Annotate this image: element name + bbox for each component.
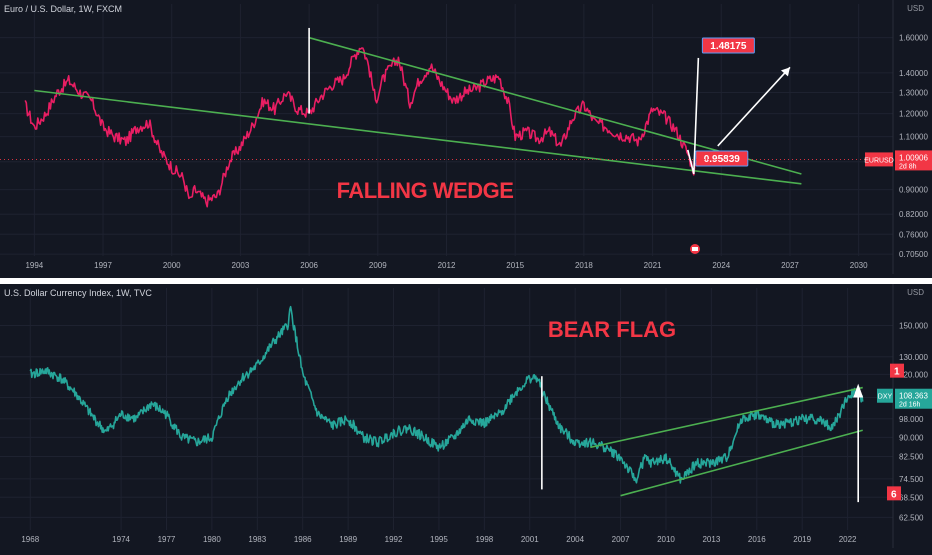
dxy-x-tick-label: 1989 xyxy=(339,535,357,544)
eurusd-callout-high: 1.48175 xyxy=(710,41,747,52)
dxy-price-tag-bg xyxy=(895,388,932,409)
eurusd-x-tick-label: 2003 xyxy=(232,261,250,270)
dxy-symbol-tag-bg xyxy=(877,388,893,403)
eurusd-x-tick-label: 2021 xyxy=(644,261,662,270)
eurusd-symbol-tag: EURUSD xyxy=(864,157,894,164)
eurusd-price-tag-bg xyxy=(895,150,932,171)
dxy-arrow-head xyxy=(853,383,864,398)
eurusd-price-tag-time: 2d 8h xyxy=(899,163,917,170)
dxy-y-tick-label: 98.000 xyxy=(899,415,924,424)
eurusd-y-tick-label: 1.10000 xyxy=(899,133,928,142)
eurusd-x-tick-label: 2027 xyxy=(781,261,799,270)
dxy-x-tick-label: 2019 xyxy=(793,535,811,544)
dxy-x-tick-label: 1977 xyxy=(158,535,176,544)
dxy-callout-high-box xyxy=(890,363,904,378)
dxy-x-tick-label: 1968 xyxy=(21,535,39,544)
eurusd-chart-title: Euro / U.S. Dollar, 1W, FXCM xyxy=(4,4,123,14)
dxy-price-tag-time: 2d 16h xyxy=(899,402,921,409)
eurusd-y-tick-label: 0.70500 xyxy=(899,250,928,259)
eurusd-callout-high-box xyxy=(701,37,755,54)
dxy-y-tick-label: 150.000 xyxy=(899,321,928,330)
dxy-x-tick-label: 2007 xyxy=(612,535,630,544)
eurusd-x-tick-label: 2024 xyxy=(712,261,730,270)
eurusd-arrow-head xyxy=(780,67,790,77)
dxy-x-tick-label: 2010 xyxy=(657,535,675,544)
eurusd-currency-label: USD xyxy=(907,4,924,13)
dxy-chart-title: U.S. Dollar Currency Index, 1W, TVC xyxy=(4,288,152,298)
dxy-callout-high: 1 xyxy=(894,367,900,378)
eurusd-y-tick-label: 1.40000 xyxy=(899,69,928,78)
dxy-x-tick-label: 1998 xyxy=(475,535,493,544)
dxy-trendline-channel-lower xyxy=(620,429,863,497)
eurusd-callout-low: 0.95839 xyxy=(704,154,741,165)
eurusd-x-tick-label: 1997 xyxy=(94,261,112,270)
eurusd-x-tick-label: 2015 xyxy=(506,261,524,270)
eurusd-pattern-annotation: FALLING WEDGE xyxy=(337,178,514,203)
dxy-y-tick-label: 68.500 xyxy=(899,493,924,502)
dxy-x-tick-label: 2013 xyxy=(702,535,720,544)
dxy-y-tick-label: 62.500 xyxy=(899,513,924,522)
eurusd-projection-arrow xyxy=(717,66,791,147)
eurusd-x-tick-label: 2009 xyxy=(369,261,387,270)
eurusd-price-line xyxy=(24,47,700,208)
dxy-trendline-channel-upper xyxy=(590,386,863,449)
dxy-chart[interactable]: 1968 1974 1977 1980 1983 1986 1989 1992 1995 1998… xyxy=(0,284,932,550)
dxy-x-tick-label: 2001 xyxy=(521,535,539,544)
pane-divider[interactable] xyxy=(0,278,932,284)
eurusd-x-tick-label: 2030 xyxy=(850,261,868,270)
dxy-x-tick-label: 2022 xyxy=(839,535,857,544)
dxy-x-tick-label: 1986 xyxy=(294,535,312,544)
calendar-icon-glyph xyxy=(692,247,698,251)
eurusd-price-tag: 1.00906 xyxy=(899,153,928,162)
dxy-symbol-tag: DXY xyxy=(878,394,893,401)
dxy-x-tick-label: 1983 xyxy=(248,535,266,544)
eurusd-y-tick-label: 0.76000 xyxy=(899,230,928,239)
dxy-x-tick-label: 1992 xyxy=(385,535,403,544)
eurusd-y-tick-label: 1.30000 xyxy=(899,89,928,98)
eurusd-x-tick-label: 1994 xyxy=(25,261,43,270)
dxy-x-tick-label: 2016 xyxy=(748,535,766,544)
dxy-x-tick-label: 2004 xyxy=(566,535,584,544)
dxy-callout-low: 6 xyxy=(891,489,897,500)
dxy-y-tick-label: 130.000 xyxy=(899,353,928,362)
dxy-y-tick-label: 90.000 xyxy=(899,433,924,442)
eurusd-x-tick-label: 2000 xyxy=(163,261,181,270)
dxy-x-tick-label: 1974 xyxy=(112,535,130,544)
dxy-y-tick-label: 82.500 xyxy=(899,453,924,462)
eurusd-y-tick-label: 1.20000 xyxy=(899,110,928,119)
dxy-x-tick-label: 1980 xyxy=(203,535,221,544)
eurusd-x-tick-label: 2006 xyxy=(300,261,318,270)
dxy-callout-low-box xyxy=(887,486,901,501)
dxy-currency-label: USD xyxy=(907,288,924,297)
dxy-chart-pane[interactable]: 1968 1974 1977 1980 1983 1986 1989 1992 1995 1998… xyxy=(0,284,932,550)
dxy-pattern-annotation: BEAR FLAG xyxy=(548,317,676,342)
eurusd-y-tick-label: 0.82000 xyxy=(899,210,928,219)
eurusd-x-tick-label: 2018 xyxy=(575,261,593,270)
eurusd-x-tick-label: 2012 xyxy=(438,261,456,270)
dxy-x-tick-label: 1995 xyxy=(430,535,448,544)
eurusd-chart-pane[interactable]: 1994 1997 2000 2003 2006 2009 2012 2015 2018 2021… xyxy=(0,0,932,278)
dxy-price-tag: 108.363 xyxy=(899,392,928,401)
eurusd-trendline-lower xyxy=(34,89,802,185)
eurusd-y-tick-label: 0.90000 xyxy=(899,186,928,195)
eurusd-callout-low-box xyxy=(695,150,749,167)
eurusd-y-tick-label: 1.60000 xyxy=(899,34,928,43)
dxy-y-tick-label: 74.500 xyxy=(899,475,924,484)
dxy-price-line xyxy=(29,305,864,484)
dxy-y-tick-label: 120.000 xyxy=(899,370,928,379)
dxy-grid xyxy=(0,288,893,530)
eurusd-projection-path xyxy=(687,57,700,175)
eurusd-chart[interactable]: 1994 1997 2000 2003 2006 2009 2012 2015 2018 2021… xyxy=(0,0,932,278)
eurusd-symbol-tag-bg xyxy=(865,152,893,167)
